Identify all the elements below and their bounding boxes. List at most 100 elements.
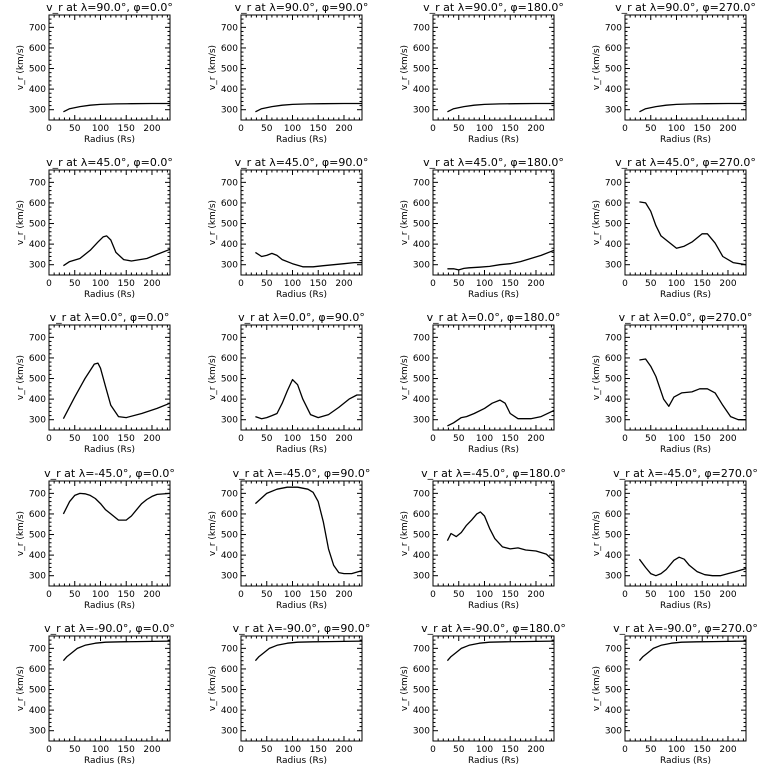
x-tick-label: 50 <box>453 124 465 134</box>
panel-title: v_r at λ=90.0°, φ=270.0° <box>615 1 756 14</box>
y-tick-label: 600 <box>413 510 430 520</box>
series-line <box>639 102 746 113</box>
x-tick-label: 150 <box>310 124 327 134</box>
y-tick-label: 400 <box>29 395 46 405</box>
x-tick-label: 0 <box>46 590 52 600</box>
y-tick-label: 400 <box>605 240 622 250</box>
x-tick-label: 100 <box>668 124 685 134</box>
y-tick-label: 300 <box>413 261 430 271</box>
x-tick-label: 150 <box>502 279 519 289</box>
series-line <box>62 362 171 420</box>
x-tick-label: 200 <box>719 279 736 289</box>
x-axis-label: Radius (Rs) <box>660 601 711 611</box>
plot-frame <box>432 324 555 431</box>
y-tick-label: 400 <box>29 551 46 561</box>
x-axis-label: Radius (Rs) <box>660 135 711 145</box>
x-tick-label: 200 <box>143 434 160 444</box>
y-tick-label: 700 <box>605 644 622 654</box>
y-tick-label: 700 <box>413 333 430 343</box>
x-axis-label: Radius (Rs) <box>276 290 327 300</box>
y-tick-label: 300 <box>605 261 622 271</box>
x-tick-label: 100 <box>284 745 301 755</box>
x-tick-label: 150 <box>310 279 327 289</box>
x-tick-label: 100 <box>284 279 301 289</box>
x-axis-label: Radius (Rs) <box>84 601 135 611</box>
x-tick-label: 0 <box>238 745 244 755</box>
y-tick-label: 700 <box>605 23 622 33</box>
y-tick-label: 700 <box>221 178 238 188</box>
panel-title: v_r at λ=90.0°, φ=90.0° <box>235 1 369 14</box>
x-axis-label: Radius (Rs) <box>660 290 711 300</box>
series-line <box>254 640 363 662</box>
y-tick-label: 500 <box>605 375 622 385</box>
y-axis-label: v_r (km/s) <box>592 45 602 90</box>
panel: v_r at λ=45.0°, φ=90.0° 0 50 100 150 200 300 40… <box>208 156 368 300</box>
y-tick-label: 300 <box>221 261 238 271</box>
y-tick-label: 300 <box>413 727 430 737</box>
panel: v_r at λ=90.0°, φ=0.0° 0 50 100 150 200 300 400… <box>16 1 173 145</box>
panel-title: v_r at λ=-90.0°, φ=180.0° <box>421 622 566 635</box>
x-tick-label: 150 <box>118 745 135 755</box>
x-tick-label: 50 <box>645 590 657 600</box>
x-tick-label: 0 <box>430 279 436 289</box>
y-tick-label: 600 <box>29 354 46 364</box>
x-axis-label: Radius (Rs) <box>84 290 135 300</box>
x-tick-label: 100 <box>476 745 493 755</box>
y-tick-label: 400 <box>29 706 46 716</box>
plot-frame <box>432 635 555 742</box>
x-tick-label: 0 <box>430 745 436 755</box>
y-tick-label: 600 <box>413 44 430 54</box>
panel: v_r at λ=-90.0°, φ=270.0° 0 50 100 150 200 300… <box>592 622 758 766</box>
x-tick-label: 100 <box>92 124 109 134</box>
plot-frame <box>240 169 363 276</box>
x-axis-label: Radius (Rs) <box>276 756 327 766</box>
x-tick-label: 150 <box>502 434 519 444</box>
series-line <box>447 399 555 427</box>
plot-frame <box>240 324 363 431</box>
x-tick-label: 0 <box>622 590 628 600</box>
plot-frame <box>624 480 747 587</box>
y-tick-label: 300 <box>413 416 430 426</box>
y-tick-label: 700 <box>29 333 46 343</box>
y-tick-label: 500 <box>605 531 622 541</box>
y-tick-label: 500 <box>29 531 46 541</box>
y-tick-label: 400 <box>605 85 622 95</box>
series-line <box>639 358 746 421</box>
x-tick-label: 200 <box>143 124 160 134</box>
plot-frame <box>432 480 555 587</box>
y-axis-label: v_r (km/s) <box>592 200 602 245</box>
x-tick-label: 50 <box>261 590 273 600</box>
y-tick-label: 700 <box>221 489 238 499</box>
y-tick-label: 300 <box>605 416 622 426</box>
panel: v_r at λ=45.0°, φ=180.0° 0 50 100 150 200 300 4… <box>400 156 564 300</box>
x-tick-label: 0 <box>430 590 436 600</box>
y-tick-label: 500 <box>413 220 430 230</box>
y-tick-label: 700 <box>221 333 238 343</box>
y-axis-label: v_r (km/s) <box>208 511 218 556</box>
x-tick-label: 150 <box>118 279 135 289</box>
y-tick-label: 600 <box>413 665 430 675</box>
y-tick-label: 600 <box>29 199 46 209</box>
y-tick-label: 400 <box>413 706 430 716</box>
x-tick-label: 0 <box>622 279 628 289</box>
x-tick-label: 100 <box>476 124 493 134</box>
y-tick-label: 600 <box>605 354 622 364</box>
x-tick-label: 50 <box>453 279 465 289</box>
plot-frame <box>240 480 363 587</box>
x-tick-label: 100 <box>668 434 685 444</box>
y-tick-label: 500 <box>29 65 46 75</box>
panel-title: v_r at λ=45.0°, φ=270.0° <box>615 156 756 169</box>
y-tick-label: 500 <box>221 220 238 230</box>
x-tick-label: 150 <box>694 279 711 289</box>
series-line <box>447 249 555 271</box>
x-tick-label: 200 <box>719 124 736 134</box>
panel: v_r at λ=45.0°, φ=0.0° 0 50 100 150 200 300 400… <box>16 156 173 300</box>
panel: v_r at λ=-45.0°, φ=180.0° 0 50 100 150 200 300… <box>400 467 566 611</box>
series-line <box>446 640 555 662</box>
y-tick-label: 500 <box>605 65 622 75</box>
panel: v_r at λ=0.0°, φ=270.0° 0 50 100 150 200 300 40… <box>592 311 752 455</box>
y-tick-label: 500 <box>605 686 622 696</box>
plot-frame <box>432 169 555 276</box>
y-axis-label: v_r (km/s) <box>16 45 26 90</box>
y-tick-label: 700 <box>221 23 238 33</box>
